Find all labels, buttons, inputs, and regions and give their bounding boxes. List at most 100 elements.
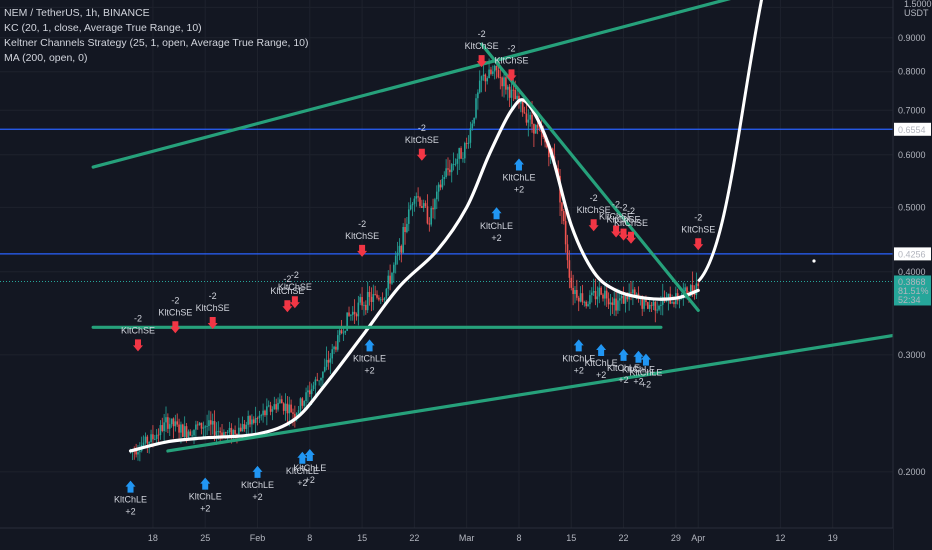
candle-body: [684, 287, 686, 292]
signal-name-label: KltChLE: [629, 368, 662, 378]
price-tick-label: 0.9000: [898, 33, 926, 43]
candle-body: [150, 434, 152, 443]
candle-body: [480, 76, 483, 81]
signal-name-label: KltChSE: [121, 325, 155, 335]
legend-symbol[interactable]: NEM / TetherUS, 1h, BINANCE: [4, 7, 150, 19]
short-arrow-icon: [618, 228, 629, 241]
candle-body: [508, 86, 511, 98]
trendline[interactable]: [480, 42, 700, 312]
candle-body: [182, 424, 184, 437]
candle-body: [366, 291, 369, 311]
short-arrow-icon: [132, 339, 143, 352]
long-arrow-icon: [200, 477, 211, 490]
legend-kc-indicator[interactable]: KC (20, 1, close, Average True Range, 10…: [4, 22, 202, 34]
candle-body: [426, 206, 429, 224]
candle-body: [191, 435, 193, 437]
candle-body: [460, 148, 462, 159]
candle-body: [579, 293, 582, 302]
axis-unit-label: USDT: [904, 8, 929, 18]
candle-body: [658, 305, 660, 310]
long-arrow-icon: [618, 348, 629, 361]
signal-qty-label: -2: [590, 193, 598, 203]
horizontal-levels[interactable]: [0, 0, 893, 282]
candle-body: [337, 335, 339, 350]
candle-body: [273, 404, 276, 410]
candle-body: [432, 207, 434, 210]
candle-body: [378, 297, 380, 300]
candle-body: [441, 179, 444, 188]
trendline[interactable]: [166, 332, 902, 453]
candle-body: [490, 69, 492, 74]
signal-name-label: KltChLE: [241, 480, 274, 490]
candle-body: [630, 292, 632, 294]
candle-body: [587, 304, 589, 307]
candle-body: [667, 293, 670, 298]
candle-body: [527, 119, 530, 123]
candle-body: [320, 377, 322, 381]
price-axis[interactable]: 0.9000 0.8000 0.7000 0.6000 0.5000 0.4000 0.30…: [892, 0, 932, 550]
short-arrow-icon: [626, 231, 637, 244]
candle-body: [305, 392, 307, 402]
candle-body: [538, 127, 541, 129]
legend-ma-indicator[interactable]: MA (200, open, 0): [4, 52, 88, 64]
candle-body: [148, 442, 150, 444]
candle-body: [266, 406, 268, 416]
projection-arrow[interactable]: [697, 0, 773, 283]
candle-body: [294, 413, 296, 419]
candle-body: [172, 418, 175, 427]
candle-body: [572, 287, 574, 295]
long-arrow-icon: [252, 465, 263, 478]
candle-body: [232, 430, 235, 438]
moving-average-series: [128, 98, 700, 453]
candle-body: [290, 404, 292, 413]
candle-body: [454, 163, 457, 165]
candle-body: [208, 420, 210, 427]
signal-name-label: KltChLE: [480, 221, 513, 231]
time-axis[interactable]: 18 25 Feb 8 15 22 Mar 8 15 22 29 Apr 12 19: [0, 527, 893, 550]
candle-body: [230, 427, 233, 438]
candle-body: [258, 415, 261, 419]
long-arrow-icon: [297, 451, 308, 464]
projection-curve[interactable]: [697, 0, 765, 283]
current-price-label: 0.3868: [898, 277, 926, 287]
candle-body: [243, 424, 246, 429]
candle-body: [196, 424, 199, 426]
candle-body: [299, 398, 302, 411]
price-tick-label: 0.6000: [898, 150, 926, 160]
candle-body: [353, 311, 356, 315]
candle-body: [546, 142, 548, 148]
candle-body: [407, 209, 410, 224]
time-tick-label: Apr: [691, 533, 705, 543]
time-tick-label: 25: [200, 533, 210, 543]
candle-body: [605, 290, 608, 299]
candle-body: [449, 169, 451, 173]
legend-strategy-indicator[interactable]: Keltner Channels Strategy (25, 1, open, …: [4, 37, 309, 49]
price-tick-label: 0.7000: [898, 105, 926, 115]
candle-body: [144, 436, 147, 443]
trendline[interactable]: [91, 0, 877, 169]
candle-body: [280, 399, 283, 404]
candle-body: [478, 80, 481, 93]
candle-body: [297, 410, 300, 414]
candle-body: [439, 184, 442, 188]
candle-body: [561, 202, 563, 212]
candle-body: [413, 198, 416, 204]
candle-body: [596, 296, 599, 300]
signal-qty-label: -2: [134, 313, 142, 323]
time-tick-label: 15: [566, 533, 576, 543]
short-signal: -2 KltChSE: [121, 313, 155, 352]
candle-body: [577, 297, 580, 302]
candle-body: [241, 424, 244, 432]
long-signal: KltChLE +2: [607, 348, 640, 385]
candle-body: [142, 442, 145, 446]
candle-body: [312, 385, 315, 390]
time-tick-label: 22: [409, 533, 419, 543]
trendlines[interactable]: [91, 0, 902, 453]
candle-body: [189, 431, 192, 436]
signal-name-label: KltChSE: [278, 282, 312, 292]
candle-body: [185, 426, 188, 437]
